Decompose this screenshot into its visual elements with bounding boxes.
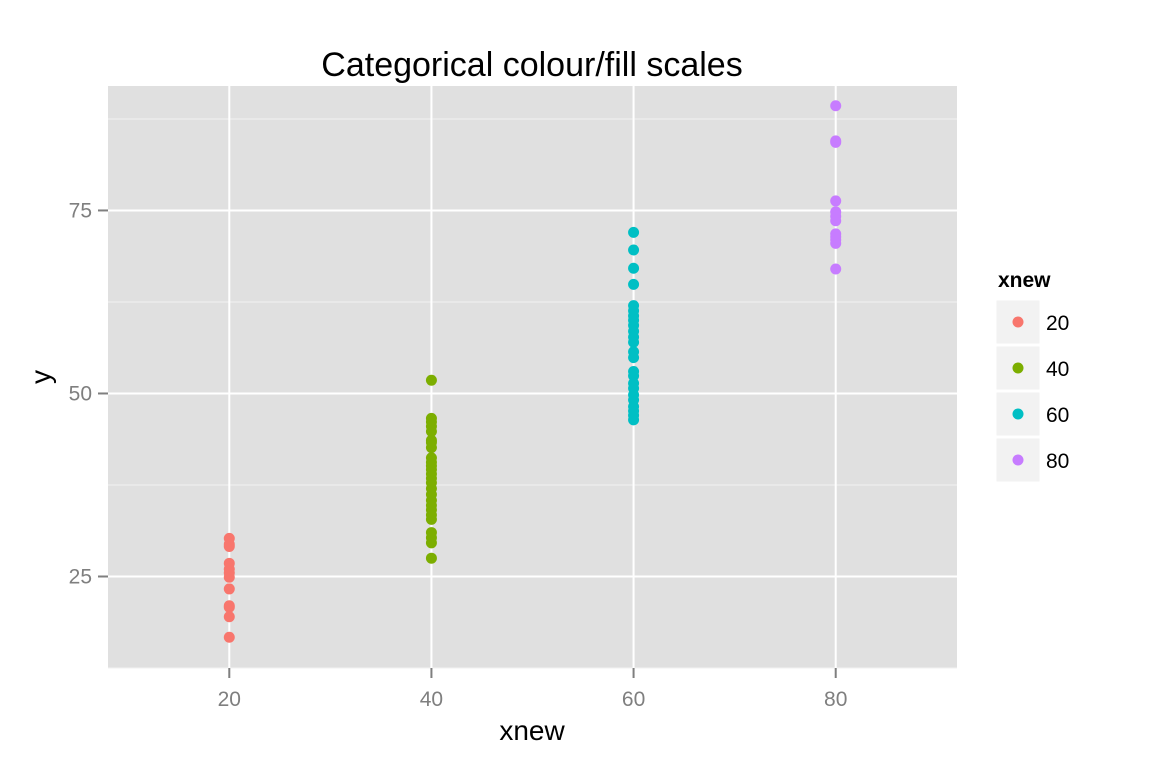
data-point-60 xyxy=(628,244,640,256)
data-point-80 xyxy=(830,100,842,112)
data-point-20 xyxy=(223,571,235,583)
data-point-80 xyxy=(830,136,842,148)
data-point-20 xyxy=(223,583,235,595)
data-point-60 xyxy=(628,414,640,426)
x-axis-title: xnew xyxy=(499,715,565,746)
data-point-80 xyxy=(830,263,842,275)
data-point-40 xyxy=(425,552,437,564)
data-point-40 xyxy=(425,537,437,549)
data-point-20 xyxy=(223,611,235,623)
data-point-40 xyxy=(425,442,437,454)
axes: 25 50 75 20 40 60 80 xyxy=(69,199,848,711)
data-point-20 xyxy=(223,540,235,552)
legend-label-60: 60 xyxy=(1046,404,1069,427)
data-point-60 xyxy=(628,226,640,238)
legend-title: xnew xyxy=(998,269,1051,292)
data-point-60 xyxy=(628,352,640,364)
x-tick-label: 40 xyxy=(420,688,443,711)
data-point-60 xyxy=(628,336,640,348)
y-axis-title: y xyxy=(25,370,56,384)
y-tick-label: 25 xyxy=(69,565,92,588)
legend: xnew 20 40 60 80 xyxy=(995,269,1069,483)
chart-title: Categorical colour/fill scales xyxy=(321,46,742,84)
data-points xyxy=(223,100,842,643)
legend-marker-40 xyxy=(1012,362,1024,374)
legend-marker-60 xyxy=(1012,408,1024,420)
legend-label-80: 80 xyxy=(1046,450,1069,473)
data-point-40 xyxy=(425,426,437,438)
legend-label-20: 20 xyxy=(1046,312,1069,335)
legend-marker-20 xyxy=(1012,316,1024,328)
data-point-40 xyxy=(425,513,437,525)
plot-panel xyxy=(108,86,957,668)
data-point-80 xyxy=(830,237,842,249)
data-point-40 xyxy=(425,374,437,386)
data-point-20 xyxy=(223,601,235,613)
legend-marker-80 xyxy=(1012,454,1024,466)
y-tick-label: 50 xyxy=(69,382,92,405)
data-point-20 xyxy=(223,631,235,643)
x-tick-label: 20 xyxy=(218,688,241,711)
y-tick-label: 75 xyxy=(69,199,92,222)
data-point-80 xyxy=(830,215,842,227)
minor-gridlines xyxy=(108,118,957,669)
legend-label-40: 40 xyxy=(1046,358,1069,381)
data-point-60 xyxy=(628,262,640,274)
data-point-80 xyxy=(830,195,842,207)
data-point-60 xyxy=(628,278,640,290)
x-tick-label: 60 xyxy=(622,688,645,711)
x-tick-label: 80 xyxy=(824,688,847,711)
